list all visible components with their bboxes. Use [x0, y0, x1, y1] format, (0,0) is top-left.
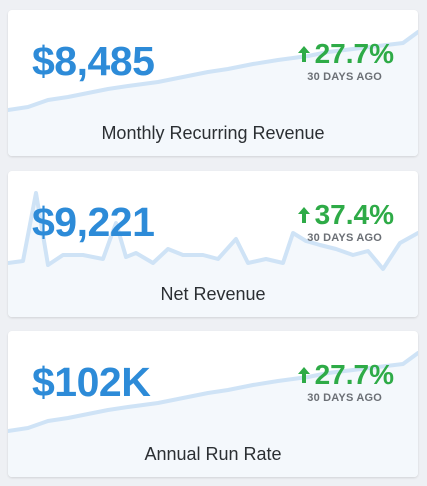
- mrr-change-percent: 27.7%: [314, 38, 394, 69]
- metric-card-mrr[interactable]: $8,485 27.7% 30 DAYS AGO Monthly Recurri…: [8, 10, 418, 156]
- net-revenue-label: Net Revenue: [160, 284, 266, 304]
- metric-card-arr[interactable]: $102K 27.7% 30 DAYS AGO Annual Run Rate: [8, 331, 418, 477]
- mrr-value: $8,485: [32, 38, 155, 84]
- metric-card-net-revenue[interactable]: $9,221 37.4% 30 DAYS AGO Net Revenue: [8, 171, 418, 317]
- arr-label: Annual Run Rate: [144, 444, 282, 464]
- arr-value: $102K: [32, 359, 151, 405]
- arr-period: 30 DAYS AGO: [307, 392, 382, 404]
- mrr-label: Monthly Recurring Revenue: [101, 123, 325, 143]
- arrow-up-icon: [297, 207, 310, 223]
- net-revenue-value: $9,221: [32, 199, 155, 245]
- sparkline-net-revenue: [8, 191, 418, 317]
- mrr-period: 30 DAYS AGO: [307, 71, 382, 83]
- net-revenue-period: 30 DAYS AGO: [307, 232, 382, 244]
- arr-change: 27.7% 30 DAYS AGO: [297, 359, 394, 404]
- arr-change-percent: 27.7%: [314, 359, 394, 390]
- net-revenue-change-percent: 37.4%: [314, 199, 394, 230]
- mrr-change: 27.7% 30 DAYS AGO: [297, 38, 394, 83]
- net-revenue-change: 37.4% 30 DAYS AGO: [297, 199, 394, 244]
- arrow-up-icon: [297, 46, 310, 62]
- sparkline-mrr: [8, 30, 418, 156]
- arrow-up-icon: [297, 367, 310, 383]
- sparkline-arr: [8, 351, 418, 477]
